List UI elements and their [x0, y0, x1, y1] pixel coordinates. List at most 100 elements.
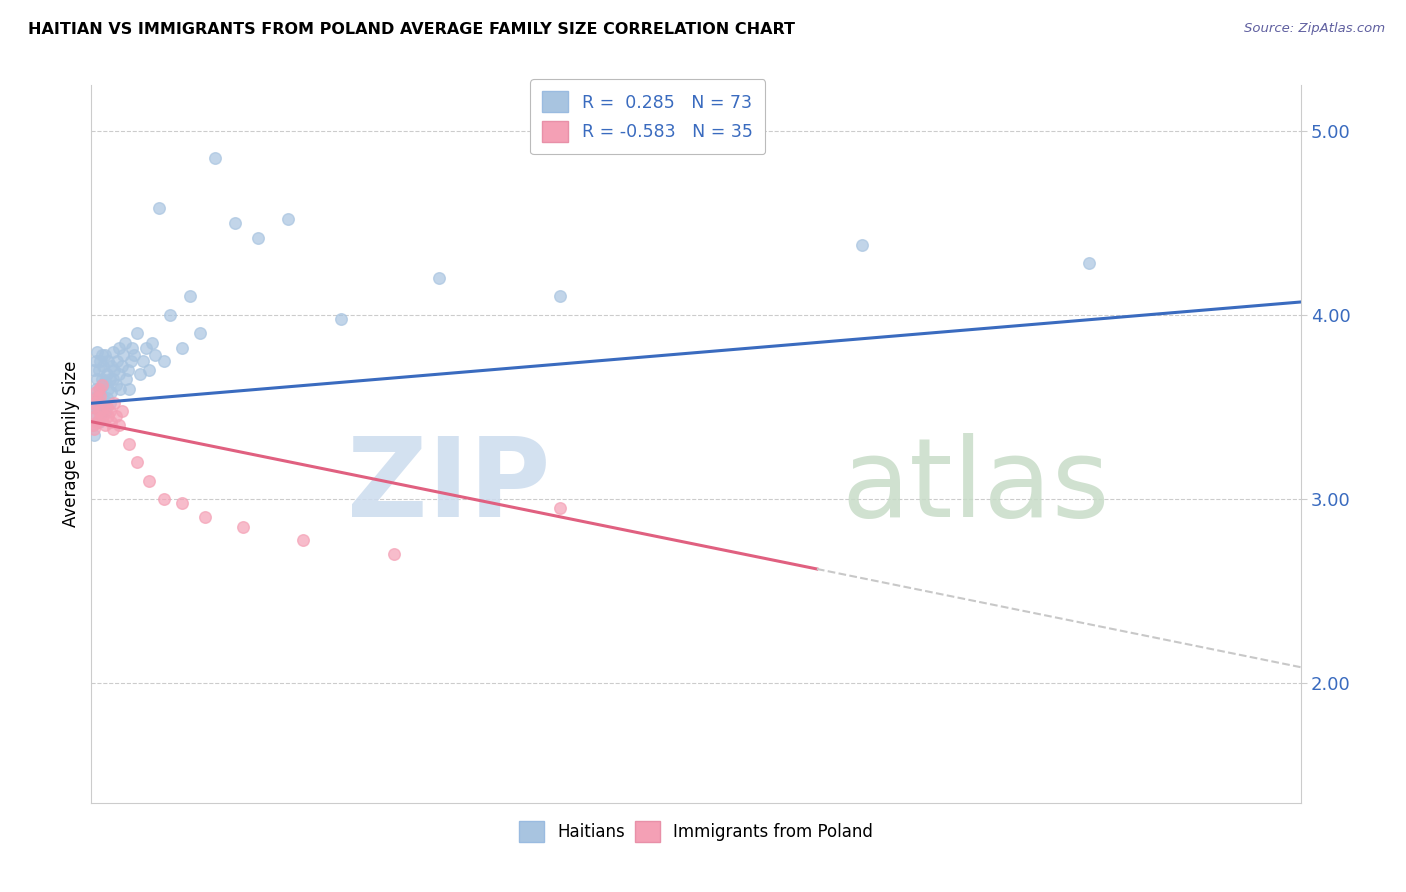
- Point: [87, 363, 110, 377]
- Point: [84, 354, 107, 368]
- Point: [87, 403, 110, 417]
- Point: [87, 391, 110, 405]
- Point: [94, 348, 117, 362]
- Point: [114, 335, 136, 350]
- Point: [91, 372, 114, 386]
- Point: [118, 436, 141, 450]
- Point: [143, 348, 166, 362]
- Point: [84, 382, 107, 396]
- Point: [153, 491, 176, 506]
- Point: [153, 354, 176, 368]
- Point: [104, 377, 127, 392]
- Point: [548, 289, 571, 303]
- Point: [87, 382, 110, 396]
- Point: [148, 201, 170, 215]
- Point: [100, 385, 122, 400]
- Point: [82, 418, 104, 433]
- Point: [138, 474, 160, 488]
- Point: [86, 391, 108, 405]
- Point: [89, 396, 111, 410]
- Point: [172, 496, 194, 510]
- Point: [91, 400, 114, 414]
- Point: [96, 400, 118, 414]
- Point: [100, 415, 122, 429]
- Point: [111, 359, 132, 374]
- Text: HAITIAN VS IMMIGRANTS FROM POLAND AVERAGE FAMILY SIZE CORRELATION CHART: HAITIAN VS IMMIGRANTS FROM POLAND AVERAG…: [28, 22, 796, 37]
- Point: [107, 367, 129, 381]
- Point: [103, 363, 125, 377]
- Y-axis label: Average Family Size: Average Family Size: [62, 360, 80, 527]
- Point: [120, 354, 142, 368]
- Point: [94, 403, 117, 417]
- Point: [96, 367, 118, 381]
- Point: [86, 372, 108, 386]
- Point: [83, 363, 105, 377]
- Point: [121, 341, 143, 355]
- Point: [86, 400, 108, 414]
- Point: [179, 289, 201, 303]
- Point: [83, 391, 105, 405]
- Point: [89, 382, 111, 396]
- Point: [93, 391, 115, 405]
- Point: [94, 418, 117, 433]
- Point: [91, 377, 114, 392]
- Point: [82, 418, 104, 433]
- Point: [159, 308, 181, 322]
- Point: [246, 230, 269, 244]
- Point: [84, 409, 107, 424]
- Point: [103, 396, 125, 410]
- Point: [204, 152, 226, 166]
- Point: [93, 359, 115, 374]
- Point: [86, 344, 108, 359]
- Point: [125, 326, 148, 341]
- Legend: Haitians, Immigrants from Poland: Haitians, Immigrants from Poland: [512, 814, 880, 848]
- Text: atlas: atlas: [841, 434, 1109, 541]
- Point: [101, 422, 124, 436]
- Point: [122, 348, 145, 362]
- Point: [107, 418, 129, 433]
- Point: [101, 372, 124, 386]
- Point: [98, 396, 121, 410]
- Point: [82, 400, 104, 414]
- Point: [277, 212, 299, 227]
- Point: [104, 409, 127, 424]
- Text: Source: ZipAtlas.com: Source: ZipAtlas.com: [1244, 22, 1385, 36]
- Point: [427, 271, 450, 285]
- Point: [94, 374, 117, 388]
- Point: [224, 216, 246, 230]
- Point: [382, 547, 405, 561]
- Point: [97, 409, 120, 424]
- Point: [128, 367, 150, 381]
- Point: [329, 311, 352, 326]
- Point: [101, 344, 124, 359]
- Point: [194, 510, 217, 524]
- Point: [86, 415, 108, 429]
- Point: [1077, 256, 1099, 270]
- Point: [93, 377, 115, 392]
- Point: [138, 363, 160, 377]
- Point: [91, 348, 114, 362]
- Point: [87, 415, 110, 429]
- Point: [117, 363, 139, 377]
- Point: [82, 400, 104, 414]
- Point: [135, 341, 157, 355]
- Point: [97, 382, 120, 396]
- Point: [115, 372, 138, 386]
- Point: [84, 409, 107, 424]
- Point: [83, 396, 105, 410]
- Point: [851, 238, 873, 252]
- Point: [93, 409, 115, 424]
- Point: [83, 427, 105, 442]
- Point: [108, 382, 131, 396]
- Point: [100, 359, 122, 374]
- Point: [118, 382, 141, 396]
- Point: [107, 341, 129, 355]
- Point: [89, 389, 111, 403]
- Text: ZIP: ZIP: [347, 434, 551, 541]
- Point: [172, 341, 194, 355]
- Point: [112, 348, 135, 362]
- Point: [98, 372, 121, 386]
- Point: [105, 354, 128, 368]
- Point: [292, 533, 315, 547]
- Point: [98, 403, 121, 417]
